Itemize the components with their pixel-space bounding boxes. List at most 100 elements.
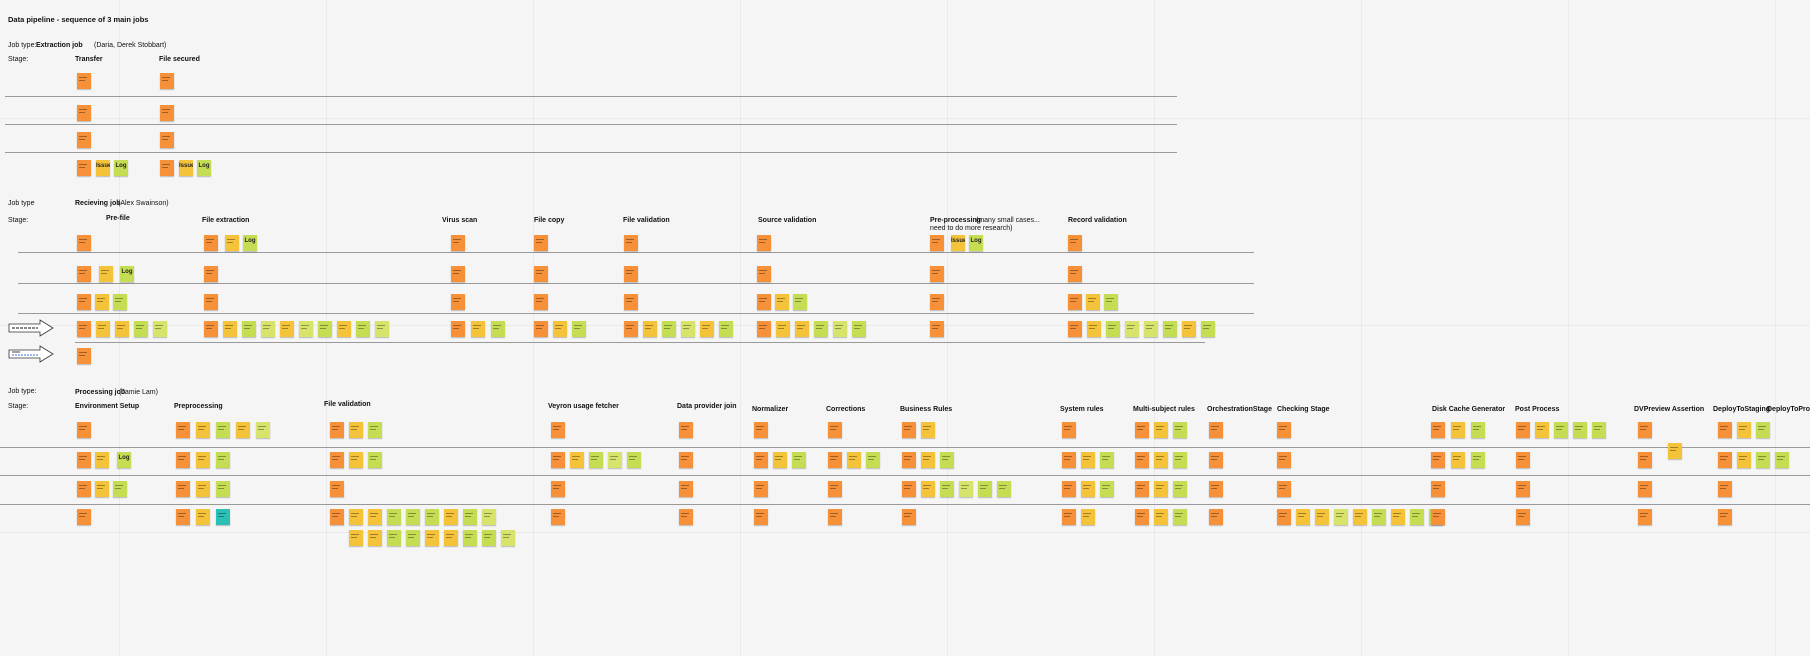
sticky-note[interactable]	[1062, 422, 1076, 438]
sticky-note[interactable]	[624, 266, 638, 282]
sticky-note[interactable]	[77, 422, 91, 438]
sticky-note[interactable]	[349, 452, 363, 468]
sticky-note[interactable]	[330, 452, 344, 468]
sticky-note[interactable]	[902, 422, 916, 438]
sticky-note[interactable]	[902, 481, 916, 497]
sticky-note[interactable]	[662, 321, 676, 337]
sticky-note[interactable]	[1277, 509, 1291, 525]
sticky-note[interactable]	[902, 452, 916, 468]
sticky-note[interactable]	[482, 509, 496, 525]
sticky-note[interactable]	[95, 452, 109, 468]
sticky-note[interactable]	[795, 321, 809, 337]
sticky-note[interactable]	[406, 530, 420, 546]
sticky-note[interactable]	[534, 266, 548, 282]
sticky-note[interactable]	[551, 422, 565, 438]
sticky-note[interactable]	[77, 235, 91, 251]
sticky-note[interactable]	[1775, 452, 1789, 468]
sticky-note[interactable]	[1431, 452, 1445, 468]
sticky-note[interactable]	[1100, 481, 1114, 497]
sticky-note[interactable]	[471, 321, 485, 337]
sticky-note[interactable]	[1573, 422, 1587, 438]
sticky-note[interactable]	[368, 422, 382, 438]
sticky-note[interactable]	[775, 294, 789, 310]
sticky-note[interactable]	[1668, 443, 1682, 459]
sticky-note[interactable]	[1154, 452, 1168, 468]
sticky-note[interactable]	[387, 509, 401, 525]
sticky-note[interactable]	[553, 321, 567, 337]
sticky-note[interactable]	[608, 452, 622, 468]
sticky-note[interactable]	[754, 509, 768, 525]
sticky-note[interactable]	[113, 481, 127, 497]
sticky-note[interactable]	[921, 452, 935, 468]
sticky-note[interactable]	[1154, 509, 1168, 525]
sticky-note[interactable]	[368, 530, 382, 546]
sticky-note[interactable]	[921, 422, 935, 438]
sticky-note[interactable]	[77, 266, 91, 282]
sticky-note[interactable]	[1554, 422, 1568, 438]
sticky-note[interactable]	[501, 530, 515, 546]
sticky-note[interactable]	[77, 321, 91, 337]
log-sticky-note[interactable]: Log	[114, 160, 128, 176]
sticky-note[interactable]	[1209, 481, 1223, 497]
sticky-note[interactable]	[624, 294, 638, 310]
sticky-note[interactable]	[1471, 452, 1485, 468]
sticky-note[interactable]	[482, 530, 496, 546]
sticky-note[interactable]	[1315, 509, 1329, 525]
sticky-note[interactable]	[1296, 509, 1310, 525]
log-sticky-note[interactable]: Log	[197, 160, 211, 176]
sticky-note[interactable]	[1173, 481, 1187, 497]
sticky-note[interactable]	[349, 530, 363, 546]
sticky-note[interactable]	[242, 321, 256, 337]
sticky-note[interactable]	[997, 481, 1011, 497]
sticky-note[interactable]	[551, 481, 565, 497]
sticky-note[interactable]	[828, 422, 842, 438]
sticky-note[interactable]	[792, 452, 806, 468]
sticky-note[interactable]	[160, 73, 174, 89]
sticky-note[interactable]	[1173, 452, 1187, 468]
sticky-note[interactable]	[387, 530, 401, 546]
sticky-note[interactable]	[77, 160, 91, 176]
sticky-note[interactable]	[77, 348, 91, 364]
sticky-note[interactable]	[681, 321, 695, 337]
sticky-note[interactable]	[77, 105, 91, 121]
sticky-note[interactable]	[451, 321, 465, 337]
sticky-note[interactable]	[444, 530, 458, 546]
sticky-note[interactable]	[833, 321, 847, 337]
sticky-note[interactable]	[134, 321, 148, 337]
sticky-note[interactable]	[1516, 481, 1530, 497]
sticky-note[interactable]	[216, 422, 230, 438]
sticky-note[interactable]	[99, 266, 113, 282]
sticky-note[interactable]	[1277, 481, 1291, 497]
sticky-note[interactable]	[1737, 422, 1751, 438]
sticky-note[interactable]	[902, 509, 916, 525]
sticky-note[interactable]	[463, 509, 477, 525]
sticky-note[interactable]	[572, 321, 586, 337]
sticky-note[interactable]	[204, 266, 218, 282]
sticky-note[interactable]	[719, 321, 733, 337]
sticky-note[interactable]	[1062, 452, 1076, 468]
sticky-note[interactable]	[773, 452, 787, 468]
sticky-note[interactable]	[828, 452, 842, 468]
sticky-note[interactable]	[1638, 452, 1652, 468]
sticky-note[interactable]	[1135, 452, 1149, 468]
sticky-note[interactable]	[204, 321, 218, 337]
sticky-note[interactable]	[1068, 321, 1082, 337]
log-sticky-note[interactable]: Log	[120, 266, 134, 282]
sticky-note[interactable]	[1471, 422, 1485, 438]
sticky-note[interactable]	[77, 294, 91, 310]
sticky-note[interactable]	[1135, 422, 1149, 438]
sticky-note[interactable]	[776, 321, 790, 337]
sticky-note[interactable]	[1068, 235, 1082, 251]
sticky-note[interactable]	[204, 235, 218, 251]
sticky-note[interactable]	[1737, 452, 1751, 468]
sticky-note[interactable]	[451, 235, 465, 251]
sticky-note[interactable]	[77, 132, 91, 148]
sticky-note[interactable]	[425, 509, 439, 525]
sticky-note[interactable]	[1756, 422, 1770, 438]
sticky-note[interactable]	[1081, 509, 1095, 525]
sticky-note[interactable]	[1154, 422, 1168, 438]
sticky-note[interactable]	[1062, 509, 1076, 525]
sticky-note[interactable]	[940, 481, 954, 497]
sticky-note[interactable]	[1106, 321, 1120, 337]
sticky-note[interactable]	[1410, 509, 1424, 525]
